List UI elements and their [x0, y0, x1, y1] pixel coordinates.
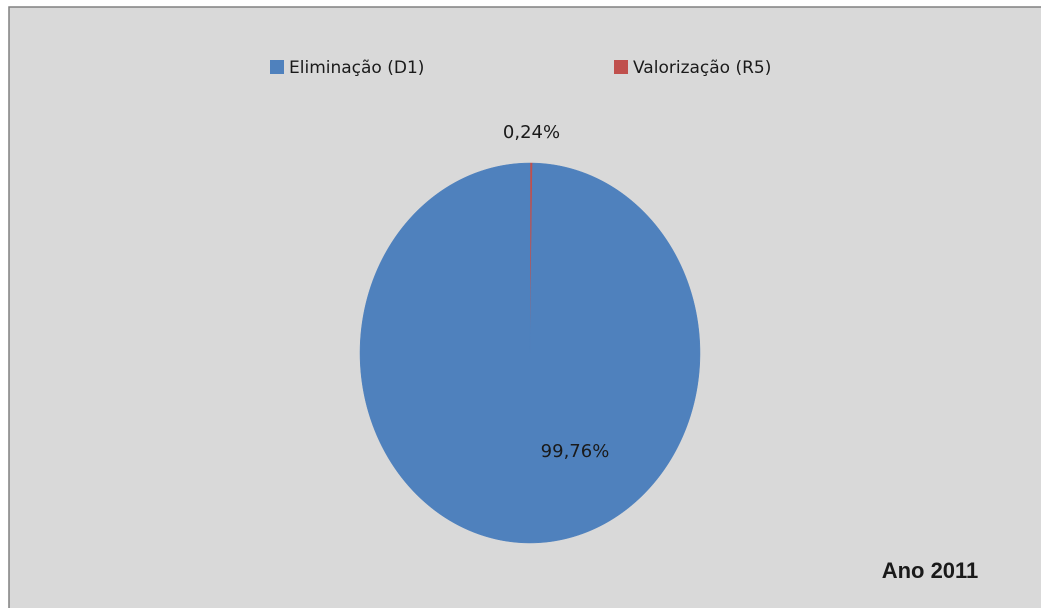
legend-swatch [614, 60, 628, 74]
data-label: 0,24% [503, 122, 560, 143]
legend-swatch [270, 60, 284, 74]
legend-label: Valorização (R5) [633, 58, 771, 78]
annotation: Ano 2011 [882, 558, 979, 583]
pie-slice [359, 162, 701, 544]
data-label: 99,76% [541, 441, 610, 462]
legend-label: Eliminação (D1) [289, 58, 424, 78]
